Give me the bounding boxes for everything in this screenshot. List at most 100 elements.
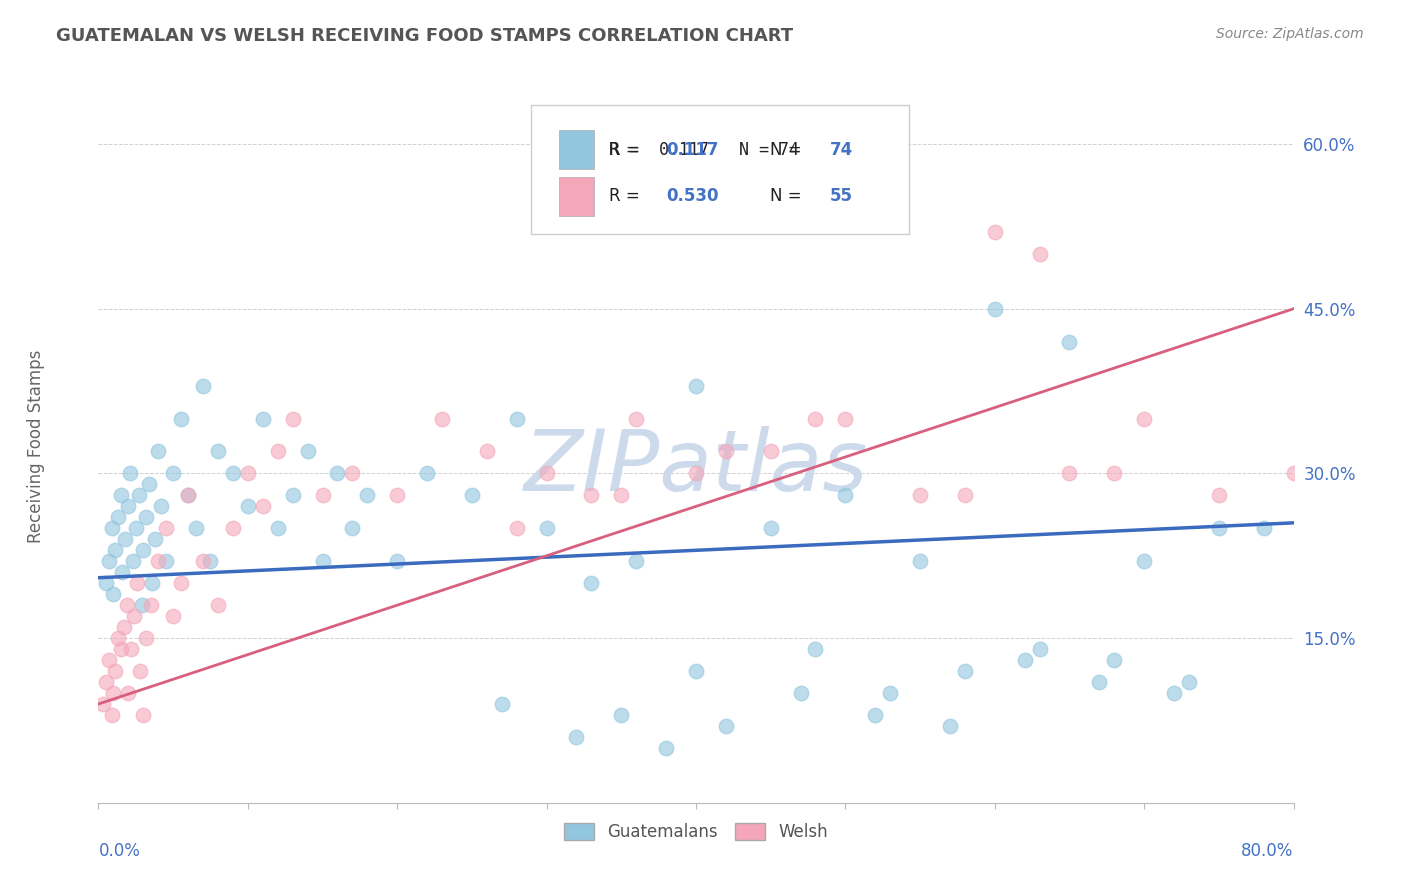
Point: [107, 510, 129, 524]
Point: [1253, 521, 1275, 535]
Point: [97, 554, 120, 568]
Point: [120, 642, 142, 657]
Point: [191, 378, 214, 392]
Text: ZIPatlas: ZIPatlas: [524, 425, 868, 509]
Point: [311, 488, 333, 502]
Point: [714, 719, 737, 733]
Point: [94, 576, 117, 591]
Point: [177, 488, 200, 502]
Point: [506, 411, 529, 425]
Point: [101, 521, 124, 535]
Point: [132, 708, 155, 723]
Text: 0.530: 0.530: [666, 187, 718, 205]
Point: [1104, 653, 1126, 667]
Point: [342, 467, 364, 481]
Point: [297, 444, 319, 458]
Point: [804, 642, 827, 657]
Point: [939, 719, 962, 733]
Point: [252, 500, 274, 514]
Point: [107, 631, 129, 645]
Point: [127, 576, 149, 591]
Point: [581, 576, 603, 591]
Text: R =  0.117   N = 74: R = 0.117 N = 74: [609, 141, 799, 159]
Point: [506, 521, 529, 535]
Point: [135, 510, 157, 524]
Point: [121, 554, 143, 568]
Point: [311, 554, 333, 568]
Point: [326, 467, 349, 481]
Text: GUATEMALAN VS WELSH RECEIVING FOOD STAMPS CORRELATION CHART: GUATEMALAN VS WELSH RECEIVING FOOD STAMP…: [56, 27, 793, 45]
Point: [117, 500, 139, 514]
Point: [879, 192, 901, 206]
Y-axis label: Receiving Food Stamps: Receiving Food Stamps: [27, 350, 45, 542]
Text: 80.0%: 80.0%: [1241, 842, 1294, 860]
Point: [124, 609, 146, 624]
Point: [1163, 686, 1185, 700]
Point: [97, 653, 120, 667]
Text: R =: R =: [609, 141, 650, 159]
Point: [94, 675, 117, 690]
Point: [581, 488, 603, 502]
Point: [281, 411, 304, 425]
Point: [953, 488, 976, 502]
Point: [177, 488, 200, 502]
Text: Source: ZipAtlas.com: Source: ZipAtlas.com: [1216, 27, 1364, 41]
Point: [491, 697, 513, 711]
FancyBboxPatch shape: [558, 130, 595, 169]
Point: [461, 488, 484, 502]
Point: [267, 444, 290, 458]
Point: [385, 554, 409, 568]
Point: [714, 444, 737, 458]
FancyBboxPatch shape: [558, 177, 595, 216]
Point: [1133, 411, 1156, 425]
Point: [139, 598, 162, 612]
Point: [148, 444, 170, 458]
Point: [103, 686, 125, 700]
Point: [834, 488, 856, 502]
Text: 55: 55: [830, 187, 853, 205]
Point: [118, 467, 141, 481]
Point: [475, 444, 498, 458]
Point: [536, 521, 558, 535]
Point: [207, 444, 229, 458]
Text: R =: R =: [609, 187, 645, 205]
Point: [1014, 653, 1036, 667]
Point: [430, 411, 453, 425]
Text: 74: 74: [830, 141, 853, 159]
Point: [184, 521, 207, 535]
Point: [953, 664, 976, 678]
Text: N =: N =: [770, 187, 807, 205]
Point: [200, 554, 222, 568]
Point: [125, 521, 148, 535]
Point: [110, 488, 132, 502]
Point: [143, 533, 166, 547]
Text: N =: N =: [770, 141, 807, 159]
Point: [759, 444, 782, 458]
Point: [1208, 521, 1230, 535]
Point: [1282, 467, 1305, 481]
Point: [148, 554, 170, 568]
Point: [129, 664, 152, 678]
Point: [281, 488, 304, 502]
Point: [191, 554, 214, 568]
Point: [1133, 554, 1156, 568]
Point: [110, 642, 132, 657]
Point: [1028, 247, 1050, 261]
Point: [132, 543, 155, 558]
Point: [416, 467, 439, 481]
Point: [1208, 488, 1230, 502]
Point: [115, 598, 138, 612]
Point: [112, 620, 135, 634]
Point: [342, 521, 364, 535]
Point: [385, 488, 409, 502]
Point: [565, 730, 588, 744]
Point: [804, 411, 827, 425]
Point: [222, 467, 245, 481]
Point: [155, 554, 177, 568]
Point: [169, 411, 191, 425]
Point: [908, 488, 931, 502]
Text: 0.117: 0.117: [666, 141, 718, 159]
Point: [879, 686, 901, 700]
Point: [104, 543, 127, 558]
Point: [610, 488, 633, 502]
